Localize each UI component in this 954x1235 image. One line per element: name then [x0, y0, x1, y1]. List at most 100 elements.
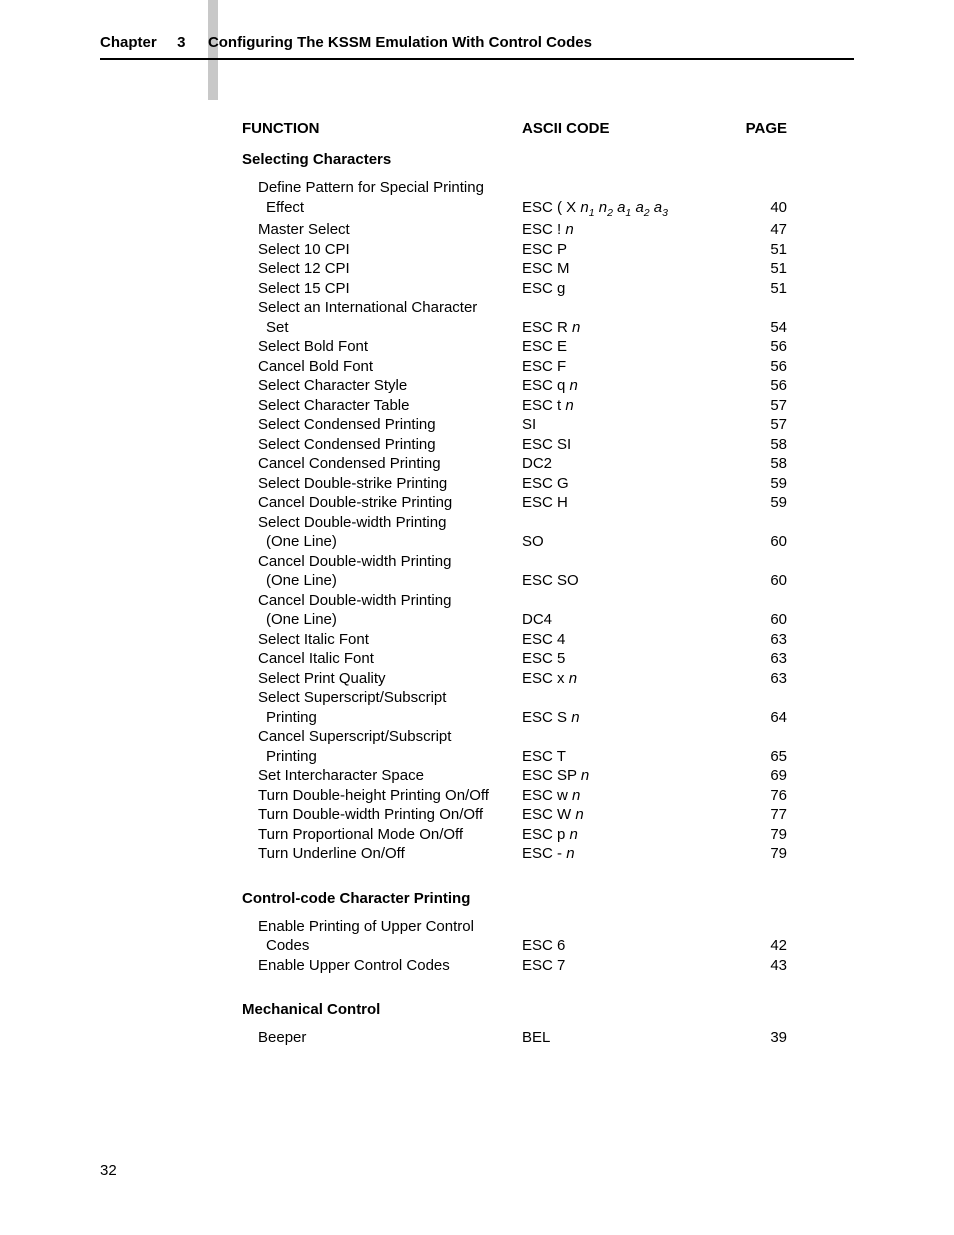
- page-cell: 57: [702, 396, 787, 416]
- page-cell: 79: [702, 844, 787, 864]
- function-cell: Cancel Double-strike Printing: [242, 493, 522, 513]
- table-row: Select 10 CPIESC P51: [242, 240, 787, 260]
- code-cell: ESC p n: [522, 825, 702, 845]
- function-cell: Enable Upper Control Codes: [242, 956, 522, 976]
- code-cell: ESC SP n: [522, 766, 702, 786]
- table-row: Select an International Character: [242, 298, 787, 318]
- table-row: Master SelectESC ! n47: [242, 220, 787, 240]
- function-cell: Set Intercharacter Space: [242, 766, 522, 786]
- col-header-code: ASCII CODE: [522, 120, 702, 137]
- code-cell: ESC 6: [522, 936, 702, 956]
- function-cell: Set: [242, 318, 522, 338]
- page-cell: 54: [702, 318, 787, 338]
- code-cell: ESC 7: [522, 956, 702, 976]
- table-row: Enable Upper Control CodesESC 743: [242, 956, 787, 976]
- page-cell: 51: [702, 279, 787, 299]
- function-cell: Turn Double-width Printing On/Off: [242, 805, 522, 825]
- table-row: PrintingESC T65: [242, 747, 787, 767]
- page-cell: 40: [702, 198, 787, 221]
- function-cell: (One Line): [242, 571, 522, 591]
- table-row: Select Condensed PrintingESC SI58: [242, 435, 787, 455]
- code-cell: ESC w n: [522, 786, 702, 806]
- function-cell: Select Double-strike Printing: [242, 474, 522, 494]
- code-cell: DC2: [522, 454, 702, 474]
- function-cell: Master Select: [242, 220, 522, 240]
- page-cell: 58: [702, 435, 787, 455]
- code-cell: ESC F: [522, 357, 702, 377]
- table-row: SetESC R n54: [242, 318, 787, 338]
- table-row: Set Intercharacter SpaceESC SP n69: [242, 766, 787, 786]
- table-row: Select Print QualityESC x n63: [242, 669, 787, 689]
- page-header: Chapter 3 Configuring The KSSM Emulation…: [100, 34, 854, 60]
- table-row: Cancel Double-width Printing: [242, 591, 787, 611]
- page-cell: 76: [702, 786, 787, 806]
- code-cell: ESC W n: [522, 805, 702, 825]
- function-cell: Printing: [242, 708, 522, 728]
- code-cell: ESC ( X n1 n2 a1 a2 a3: [522, 198, 702, 221]
- code-cell: ESC P: [522, 240, 702, 260]
- page-cell: 43: [702, 956, 787, 976]
- code-cell: ESC SI: [522, 435, 702, 455]
- function-cell: Select Condensed Printing: [242, 435, 522, 455]
- function-cell: Select Bold Font: [242, 337, 522, 357]
- page-cell: 79: [702, 825, 787, 845]
- function-cell: Select an International Character: [242, 298, 522, 318]
- page-cell: 63: [702, 630, 787, 650]
- page-cell: 59: [702, 474, 787, 494]
- function-cell: Select 15 CPI: [242, 279, 522, 299]
- page-cell: 77: [702, 805, 787, 825]
- table-row: (One Line)DC460: [242, 610, 787, 630]
- page-cell: 56: [702, 337, 787, 357]
- code-cell: ESC M: [522, 259, 702, 279]
- function-cell: Cancel Double-width Printing: [242, 591, 522, 611]
- header-title: Configuring The KSSM Emulation With Cont…: [208, 34, 592, 51]
- table-row: Define Pattern for Special Printing: [242, 178, 787, 198]
- page-cell: 47: [702, 220, 787, 240]
- table-row: EffectESC ( X n1 n2 a1 a2 a340: [242, 198, 787, 221]
- function-cell: Select Character Table: [242, 396, 522, 416]
- function-cell: Select Italic Font: [242, 630, 522, 650]
- code-cell: ESC ! n: [522, 220, 702, 240]
- table-row: Turn Double-height Printing On/OffESC w …: [242, 786, 787, 806]
- page-cell: 69: [702, 766, 787, 786]
- function-cell: Select Double-width Printing: [242, 513, 522, 533]
- function-cell: (One Line): [242, 610, 522, 630]
- code-cell: SI: [522, 415, 702, 435]
- function-cell: Turn Double-height Printing On/Off: [242, 786, 522, 806]
- table-row: (One Line)SO60: [242, 532, 787, 552]
- function-cell: Select 12 CPI: [242, 259, 522, 279]
- function-cell: Cancel Superscript/Subscript: [242, 727, 522, 747]
- function-cell: Select Print Quality: [242, 669, 522, 689]
- section-title: Control-code Character Printing: [242, 890, 787, 907]
- function-cell: Select Character Style: [242, 376, 522, 396]
- code-cell: ESC - n: [522, 844, 702, 864]
- function-cell: Define Pattern for Special Printing: [242, 178, 522, 198]
- code-cell: ESC SO: [522, 571, 702, 591]
- table-row: Select Double-strike PrintingESC G59: [242, 474, 787, 494]
- function-cell: Select Condensed Printing: [242, 415, 522, 435]
- code-cell: ESC S n: [522, 708, 702, 728]
- chapter-number: 3: [177, 34, 185, 51]
- column-headers: FUNCTION ASCII CODE PAGE: [242, 120, 787, 137]
- table-row: (One Line)ESC SO60: [242, 571, 787, 591]
- code-cell: ESC 5: [522, 649, 702, 669]
- function-cell: Cancel Double-width Printing: [242, 552, 522, 572]
- page-cell: 56: [702, 376, 787, 396]
- code-cell: ESC H: [522, 493, 702, 513]
- code-cell: ESC T: [522, 747, 702, 767]
- function-cell: Beeper: [242, 1028, 522, 1048]
- code-cell: DC4: [522, 610, 702, 630]
- section-title: Selecting Characters: [242, 151, 787, 168]
- table-row: Cancel Condensed PrintingDC258: [242, 454, 787, 474]
- page-cell: 59: [702, 493, 787, 513]
- page-cell: 51: [702, 259, 787, 279]
- page-cell: 65: [702, 747, 787, 767]
- function-cell: Select Superscript/Subscript: [242, 688, 522, 708]
- page-cell: 56: [702, 357, 787, 377]
- table-row: Select Double-width Printing: [242, 513, 787, 533]
- page-cell: 63: [702, 669, 787, 689]
- col-header-function: FUNCTION: [242, 120, 522, 137]
- table-row: Cancel Superscript/Subscript: [242, 727, 787, 747]
- function-cell: Select 10 CPI: [242, 240, 522, 260]
- table-row: Cancel Double-strike PrintingESC H59: [242, 493, 787, 513]
